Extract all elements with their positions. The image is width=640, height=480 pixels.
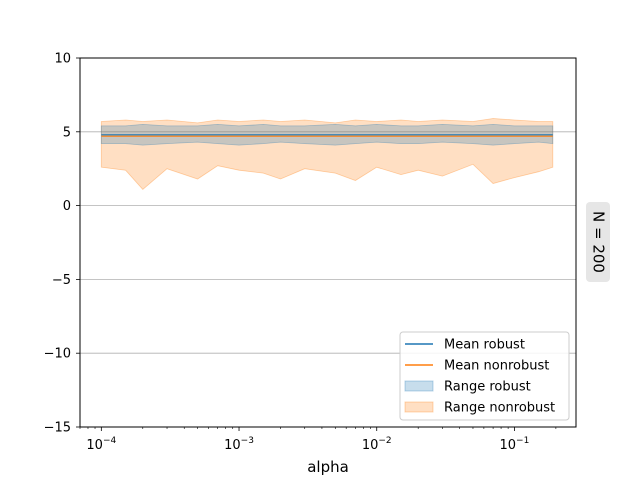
x-axis-label: alpha bbox=[307, 458, 349, 476]
side-label-text: N = 200 bbox=[590, 211, 608, 273]
side-panel-label: N = 200 bbox=[586, 202, 610, 282]
mean-lines bbox=[101, 134, 553, 137]
legend-swatch-range-robust bbox=[404, 380, 434, 392]
legend-label-range-nonrobust: Range nonrobust bbox=[444, 401, 555, 416]
y-tick-label: 5 bbox=[63, 125, 71, 140]
range-bands bbox=[100, 118, 554, 190]
legend-label-mean-robust: Mean robust bbox=[444, 338, 525, 353]
x-tick-label: 10−1 bbox=[500, 436, 530, 453]
legend: Mean robust Mean nonrobust Range robust Ran… bbox=[399, 331, 570, 421]
y-tick-label: 10 bbox=[54, 52, 71, 67]
x-tick-label: 10−4 bbox=[86, 436, 116, 453]
legend-swatch-range-nonrobust bbox=[404, 401, 434, 413]
y-tick-label: −15 bbox=[44, 421, 71, 436]
side-label-background bbox=[586, 202, 610, 282]
plot-area-frame bbox=[79, 57, 577, 428]
y-tick-label: 0 bbox=[63, 199, 71, 214]
x-tick-label: 10−3 bbox=[224, 436, 254, 453]
legend-label-range-robust: Range robust bbox=[444, 380, 531, 395]
legend-box bbox=[399, 331, 570, 421]
x-tick-label: 10−2 bbox=[362, 436, 392, 453]
y-tick-label: −10 bbox=[44, 347, 71, 362]
y-tick-label: −5 bbox=[52, 273, 71, 288]
legend-label-mean-nonrobust: Mean nonrobust bbox=[444, 359, 549, 374]
